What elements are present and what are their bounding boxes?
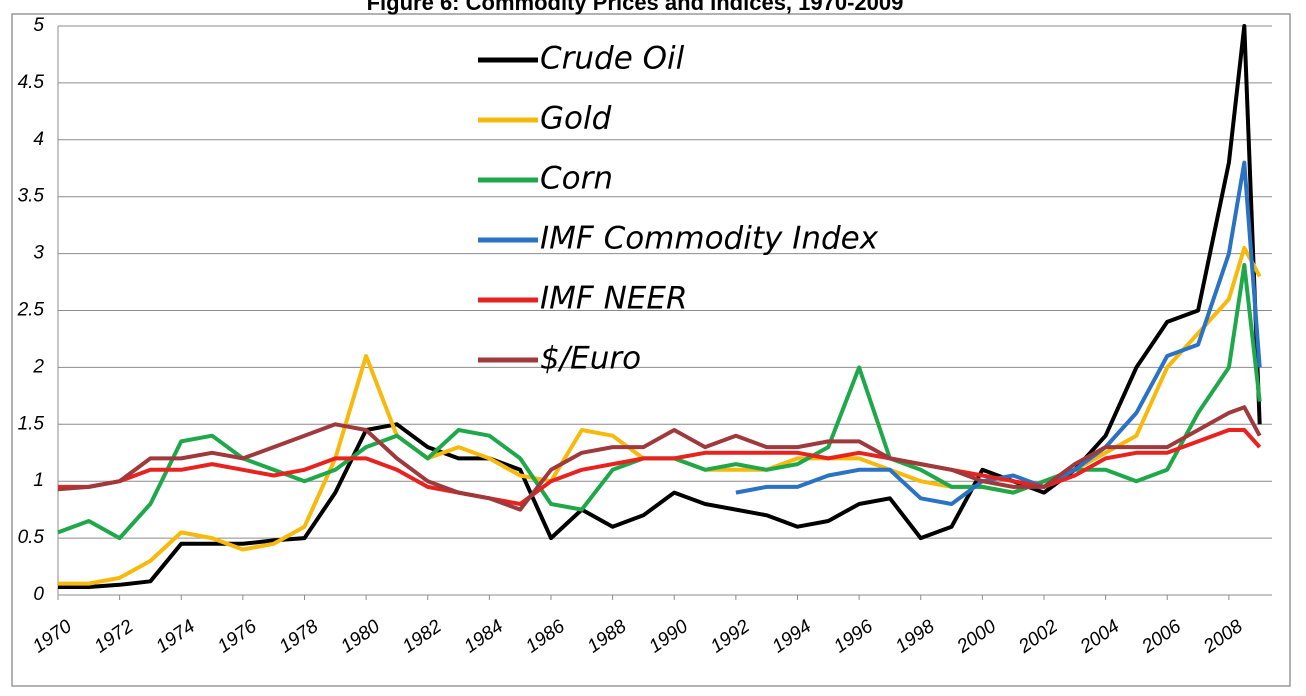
x-tick-label: 2004 bbox=[1076, 616, 1123, 658]
x-tick-label: 1998 bbox=[892, 616, 939, 658]
y-tick-label: 1.5 bbox=[18, 413, 45, 434]
x-tick-label: 1982 bbox=[399, 616, 446, 658]
y-tick-label: 1 bbox=[33, 470, 44, 491]
y-tick-label: 4.5 bbox=[18, 72, 45, 93]
legend-label: Crude Oil bbox=[540, 41, 685, 77]
x-tick-label: 1992 bbox=[707, 616, 754, 658]
x-tick-label: 1980 bbox=[337, 616, 384, 658]
y-tick-label: 0.5 bbox=[18, 527, 45, 548]
x-tick-label: 1996 bbox=[830, 616, 877, 658]
y-tick-label: 2.5 bbox=[17, 300, 45, 321]
legend-label: $/Euro bbox=[540, 341, 641, 377]
y-tick-label: 3.5 bbox=[18, 186, 45, 207]
x-tick-label: 1970 bbox=[29, 616, 76, 658]
y-tick-label: 5 bbox=[33, 15, 44, 36]
chart-title: Figure 6: Commodity Prices and Indices, … bbox=[367, 0, 904, 15]
x-tick-label: 1990 bbox=[645, 616, 692, 658]
y-tick-label: 3 bbox=[33, 243, 44, 264]
x-tick-label: 2002 bbox=[1014, 616, 1062, 658]
x-tick-label: 1984 bbox=[460, 616, 507, 657]
x-tick-label: 1972 bbox=[91, 616, 138, 658]
series-line bbox=[58, 428, 1262, 506]
legend-label: IMF NEER bbox=[540, 281, 687, 317]
y-tick-label: 2 bbox=[32, 356, 44, 377]
x-tick-label: 2006 bbox=[1137, 616, 1185, 658]
x-tick-label: 2008 bbox=[1199, 616, 1247, 658]
legend-label: Corn bbox=[540, 161, 613, 197]
x-tick-label: 1978 bbox=[276, 616, 323, 658]
x-tick-label: 1986 bbox=[522, 616, 569, 658]
y-tick-label: 4 bbox=[33, 129, 44, 150]
y-tick-label: 0 bbox=[33, 584, 44, 605]
series-line bbox=[57, 405, 1262, 512]
series-line bbox=[735, 160, 1262, 506]
x-tick-label: 1976 bbox=[214, 616, 261, 658]
x-tick-label: 1994 bbox=[769, 616, 816, 657]
legend-label: IMF Commodity Index bbox=[540, 221, 879, 257]
x-tick-label: 2000 bbox=[953, 616, 1001, 658]
x-tick-label: 1974 bbox=[152, 616, 199, 657]
legend-label: Gold bbox=[540, 101, 612, 137]
frame bbox=[11, 13, 1291, 687]
x-tick-label: 1988 bbox=[584, 616, 631, 658]
